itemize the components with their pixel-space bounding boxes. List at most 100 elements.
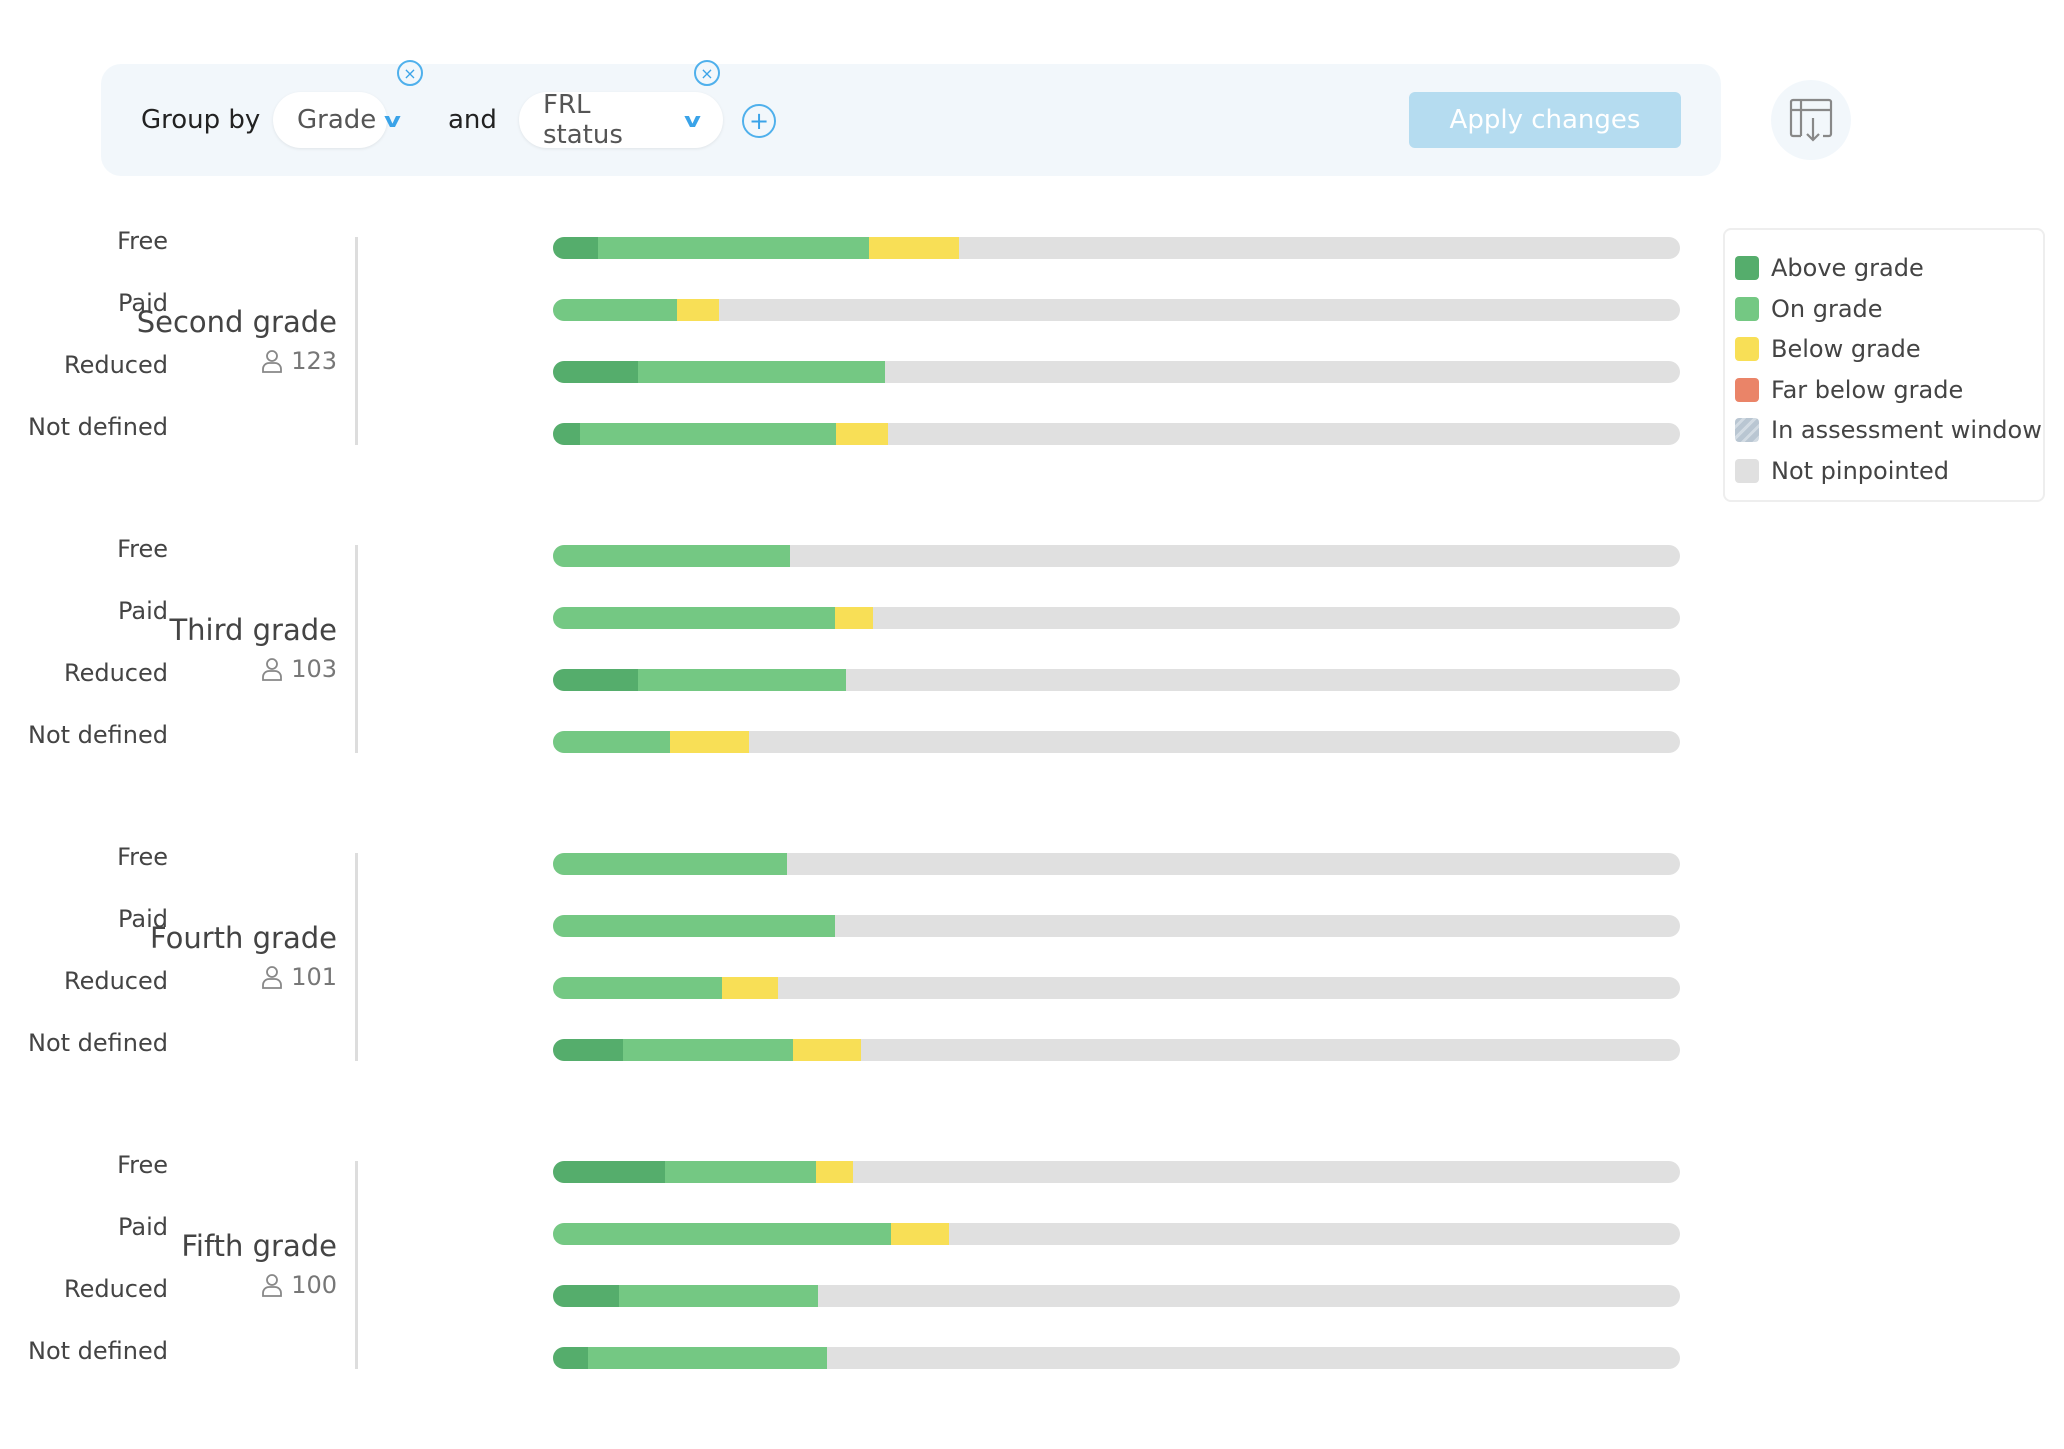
bar-row: Reduced (0, 649, 1700, 711)
student-count-value: 123 (291, 347, 337, 375)
above-grade-segment (553, 1347, 588, 1369)
group-title: Fourth grade (149, 921, 337, 955)
group-divider (355, 237, 358, 445)
row-label: Free (117, 843, 168, 871)
group-by-toolbar: Group by Grade v × and FRL status v × + … (101, 60, 1721, 176)
group-field-1-dropdown[interactable]: Grade v (273, 92, 401, 148)
group-title: Second grade (136, 305, 337, 339)
legend-swatch (1735, 377, 1759, 402)
row-label: Not defined (27, 1337, 168, 1365)
add-group-button[interactable]: + (742, 104, 776, 138)
legend-swatch (1735, 418, 1759, 443)
below-grade-segment (676, 299, 719, 321)
on-grade-segment (587, 1347, 827, 1369)
stacked-bar[interactable] (553, 669, 1680, 691)
group-title: Third grade (169, 613, 337, 647)
legend-item: Above grade (1735, 248, 2043, 289)
stacked-bar[interactable] (553, 607, 1680, 629)
grade-group: Fifth grade 100 Free Paid Reduced Not defin… (0, 1141, 1700, 1389)
stacked-bar[interactable] (553, 545, 1680, 567)
remove-field-1-button[interactable]: × (397, 60, 423, 86)
stacked-bar[interactable] (553, 1223, 1680, 1245)
bar-row: Not defined (0, 1327, 1700, 1389)
on-grade-segment (553, 607, 835, 629)
above-grade-segment (553, 1285, 620, 1307)
bar-row: Not defined (0, 1019, 1700, 1081)
person-icon (262, 658, 283, 681)
stacked-bar[interactable] (553, 423, 1680, 445)
stacked-bar[interactable] (553, 1347, 1680, 1369)
row-label: Free (117, 1151, 168, 1179)
below-grade-segment (834, 607, 874, 629)
row-label: Reduced (63, 1275, 168, 1303)
bar-row: Not defined (0, 403, 1700, 465)
student-count-value: 100 (291, 1271, 337, 1299)
group-divider (355, 853, 358, 1061)
student-count: 103 (261, 655, 337, 683)
on-grade-segment (622, 1039, 794, 1061)
chevron-down-icon: v (384, 108, 402, 132)
row-label: Paid (117, 289, 168, 317)
close-icon: × (700, 63, 714, 83)
row-label: Reduced (63, 659, 168, 687)
on-grade-segment (553, 977, 723, 999)
stacked-bar[interactable] (553, 1285, 1680, 1307)
on-grade-segment (637, 361, 886, 383)
legend-label: In assessment window (1771, 416, 2042, 445)
legend-swatch (1735, 337, 1759, 362)
bar-row: Paid (0, 587, 1700, 649)
bar-row: Free (0, 833, 1700, 895)
bar-row: Reduced (0, 341, 1700, 403)
row-label: Paid (117, 597, 168, 625)
legend-label: Above grade (1771, 254, 1924, 283)
above-grade-segment (553, 1161, 665, 1183)
stacked-bar[interactable] (553, 361, 1680, 383)
group-field-2-value: FRL status (543, 90, 623, 150)
grade-group: Third grade 103 Free Paid Reduced Not defin… (0, 525, 1700, 773)
student-count: 100 (261, 1271, 337, 1299)
stacked-bar[interactable] (553, 977, 1680, 999)
below-grade-segment (722, 977, 779, 999)
export-table-button[interactable] (1771, 80, 1851, 160)
chevron-down-icon: v (683, 108, 701, 132)
apply-changes-button[interactable]: Apply changes (1409, 92, 1681, 148)
row-label: Paid (117, 905, 168, 933)
on-grade-segment (553, 1223, 892, 1245)
stacked-bar[interactable] (553, 915, 1680, 937)
row-label: Not defined (27, 721, 168, 749)
person-icon (262, 1274, 283, 1297)
stacked-bar[interactable] (553, 237, 1680, 259)
bar-row: Not defined (0, 711, 1700, 773)
stacked-bar[interactable] (553, 853, 1680, 875)
row-label: Free (117, 227, 168, 255)
row-label: Reduced (63, 967, 168, 995)
above-grade-segment (553, 1039, 623, 1061)
on-grade-segment (598, 237, 869, 259)
grade-group: Second grade 123 Free Paid Reduced Not defi… (0, 217, 1700, 465)
group-field-2-dropdown[interactable]: FRL status v (519, 90, 723, 150)
on-grade-segment (580, 423, 836, 445)
below-grade-segment (891, 1223, 949, 1245)
above-grade-segment (553, 361, 638, 383)
student-count-value: 101 (291, 963, 337, 991)
below-grade-segment (670, 731, 750, 753)
legend-swatch (1735, 256, 1759, 281)
legend-item: Below grade (1735, 329, 2043, 370)
on-grade-segment (619, 1285, 818, 1307)
group-title: Fifth grade (181, 1229, 337, 1263)
stacked-bar[interactable] (553, 299, 1680, 321)
student-count: 101 (261, 963, 337, 991)
below-grade-segment (868, 237, 959, 259)
grouped-bar-chart: Second grade 123 Free Paid Reduced Not defi… (0, 217, 1700, 1449)
below-grade-segment (815, 1161, 853, 1183)
remove-field-2-button[interactable]: × (694, 60, 720, 86)
stacked-bar[interactable] (553, 1039, 1680, 1061)
stacked-bar[interactable] (553, 731, 1680, 753)
person-icon (262, 350, 283, 373)
grade-group: Fourth grade 101 Free Paid Reduced Not defi… (0, 833, 1700, 1081)
table-download-icon (1789, 98, 1833, 142)
stacked-bar[interactable] (553, 1161, 1680, 1183)
legend-label: Far below grade (1771, 375, 1964, 404)
bar-row: Paid (0, 279, 1700, 341)
legend-label: On grade (1771, 294, 1883, 323)
